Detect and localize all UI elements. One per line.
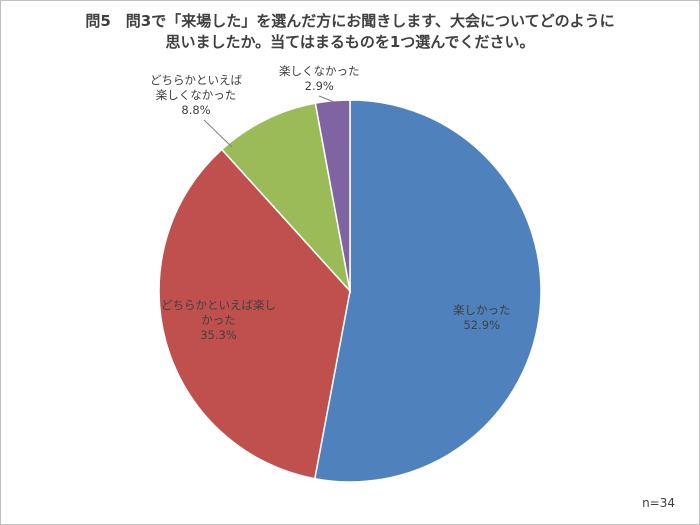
chart-title-line-1: 問5 問3で「来場した」を選んだ方にお聞きします、大会についてどのように	[85, 12, 615, 30]
pie-slice-2	[220, 102, 352, 294]
pie-slice-1	[158, 148, 351, 480]
slice-label-text: どちらかといえば	[150, 73, 242, 87]
slice-value-label: 2.9%	[304, 79, 334, 93]
pie-slice-0	[313, 99, 542, 483]
slice-label-text: 楽しくなかった	[155, 88, 237, 102]
slice-label-tanoshikatta: 楽しかった 52.9%	[453, 303, 511, 333]
pie-slice-3	[314, 99, 351, 292]
slice-value-label: 52.9%	[463, 318, 501, 332]
slice-label-text: 楽しかった	[453, 303, 511, 317]
slice-label-dochiraka-tanoshikatta: どちらかといえば楽し かった 35.3%	[161, 298, 276, 343]
slice-value-label: 35.3%	[200, 328, 237, 342]
sample-size-note: n=34	[642, 496, 675, 510]
slice-label-text: どちらかといえば楽し	[161, 298, 276, 312]
chart-title-line-2: 思いましたか。当てはまるものを1つ選んでください。	[165, 33, 535, 51]
slice-label-tanoshikunakatta: 楽しくなかった 2.9%	[279, 64, 360, 94]
slice-label-text: かった	[201, 313, 236, 327]
slice-label-text: 楽しくなかった	[279, 64, 360, 78]
slice-label-dochiraka-tanoshikunakatta: どちらかといえば 楽しくなかった 8.8%	[150, 73, 242, 118]
slice-value-label: 8.8%	[181, 103, 211, 117]
leader-line-1	[318, 95, 335, 103]
chart-title: 問5 問3で「来場した」を選んだ方にお聞きします、大会についてどのように 思いま…	[1, 11, 699, 53]
leader-line-0	[203, 119, 233, 148]
